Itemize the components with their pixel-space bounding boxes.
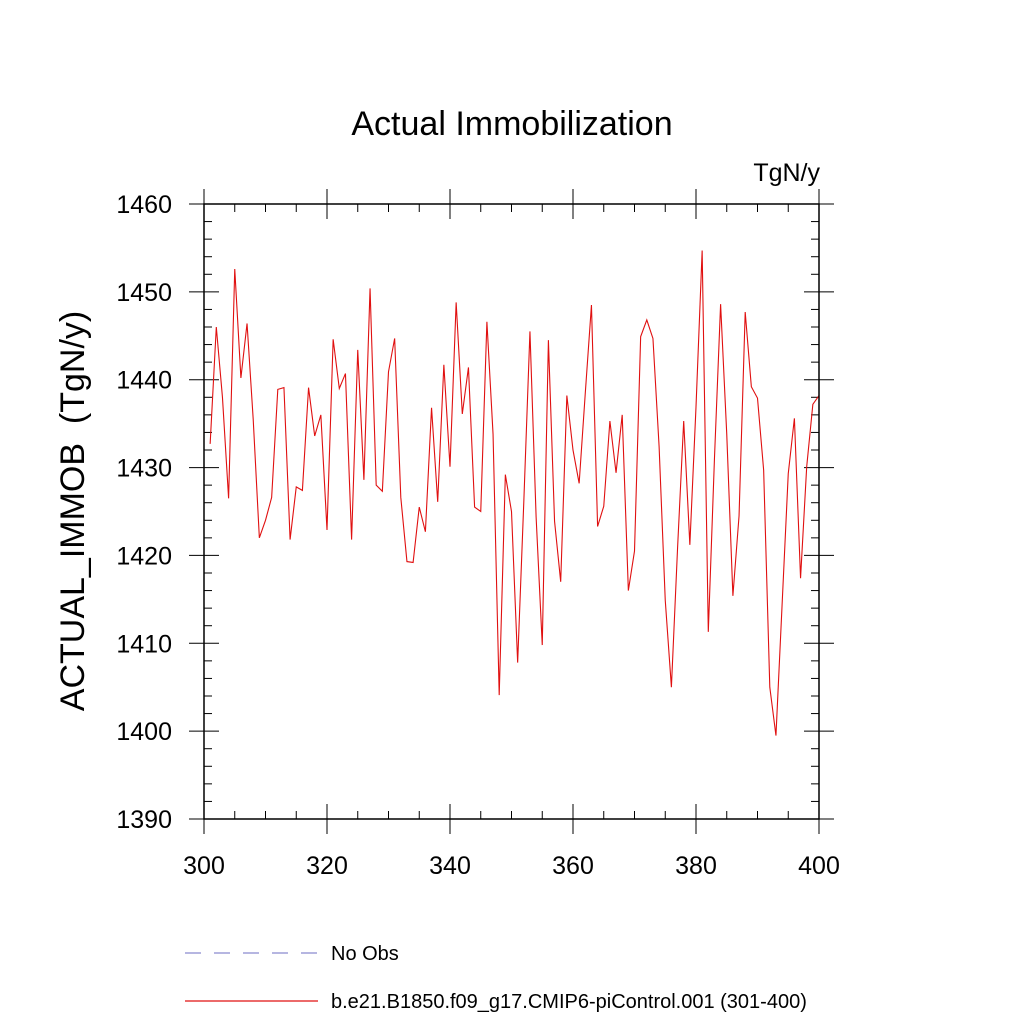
series-line-0 [209,250,820,736]
x-tick-label: 340 [429,852,471,880]
plot-frame [203,203,820,820]
y-tick-label: 1430 [116,455,172,483]
y-tick-label: 1440 [116,367,172,395]
x-tick-labels: 300 320 340 360 380 400 [183,852,840,880]
x-tick-label: 360 [552,852,594,880]
y-tick-label: 1450 [116,279,172,307]
chart-title: Actual Immobilization [351,105,672,143]
x-tick-label: 300 [183,852,225,880]
x-tick-label: 380 [675,852,717,880]
y-tick-label: 1410 [116,630,172,658]
units-label: TgN/y [753,159,820,187]
legend-label-model: b.e21.B1850.f09_g17.CMIP6-piControl.001 … [331,991,807,1013]
y-tick-label: 1390 [116,806,172,834]
series-layer [209,250,820,736]
legend-label-no-obs: No Obs [331,943,399,965]
legend: No Obs b.e21.B1850.f09_g17.CMIP6-piContr… [185,943,807,1013]
y-tick-label: 1460 [116,191,172,219]
x-tick-label: 400 [798,852,840,880]
x-tick-label: 320 [306,852,348,880]
y-tick-label: 1420 [116,542,172,570]
y-axis-label: ACTUAL_IMMOB (TgN/y) [54,311,92,711]
y-tick-labels: 1390 1400 1410 1420 1430 1440 1450 1460 [116,191,172,834]
y-tick-label: 1400 [116,718,172,746]
